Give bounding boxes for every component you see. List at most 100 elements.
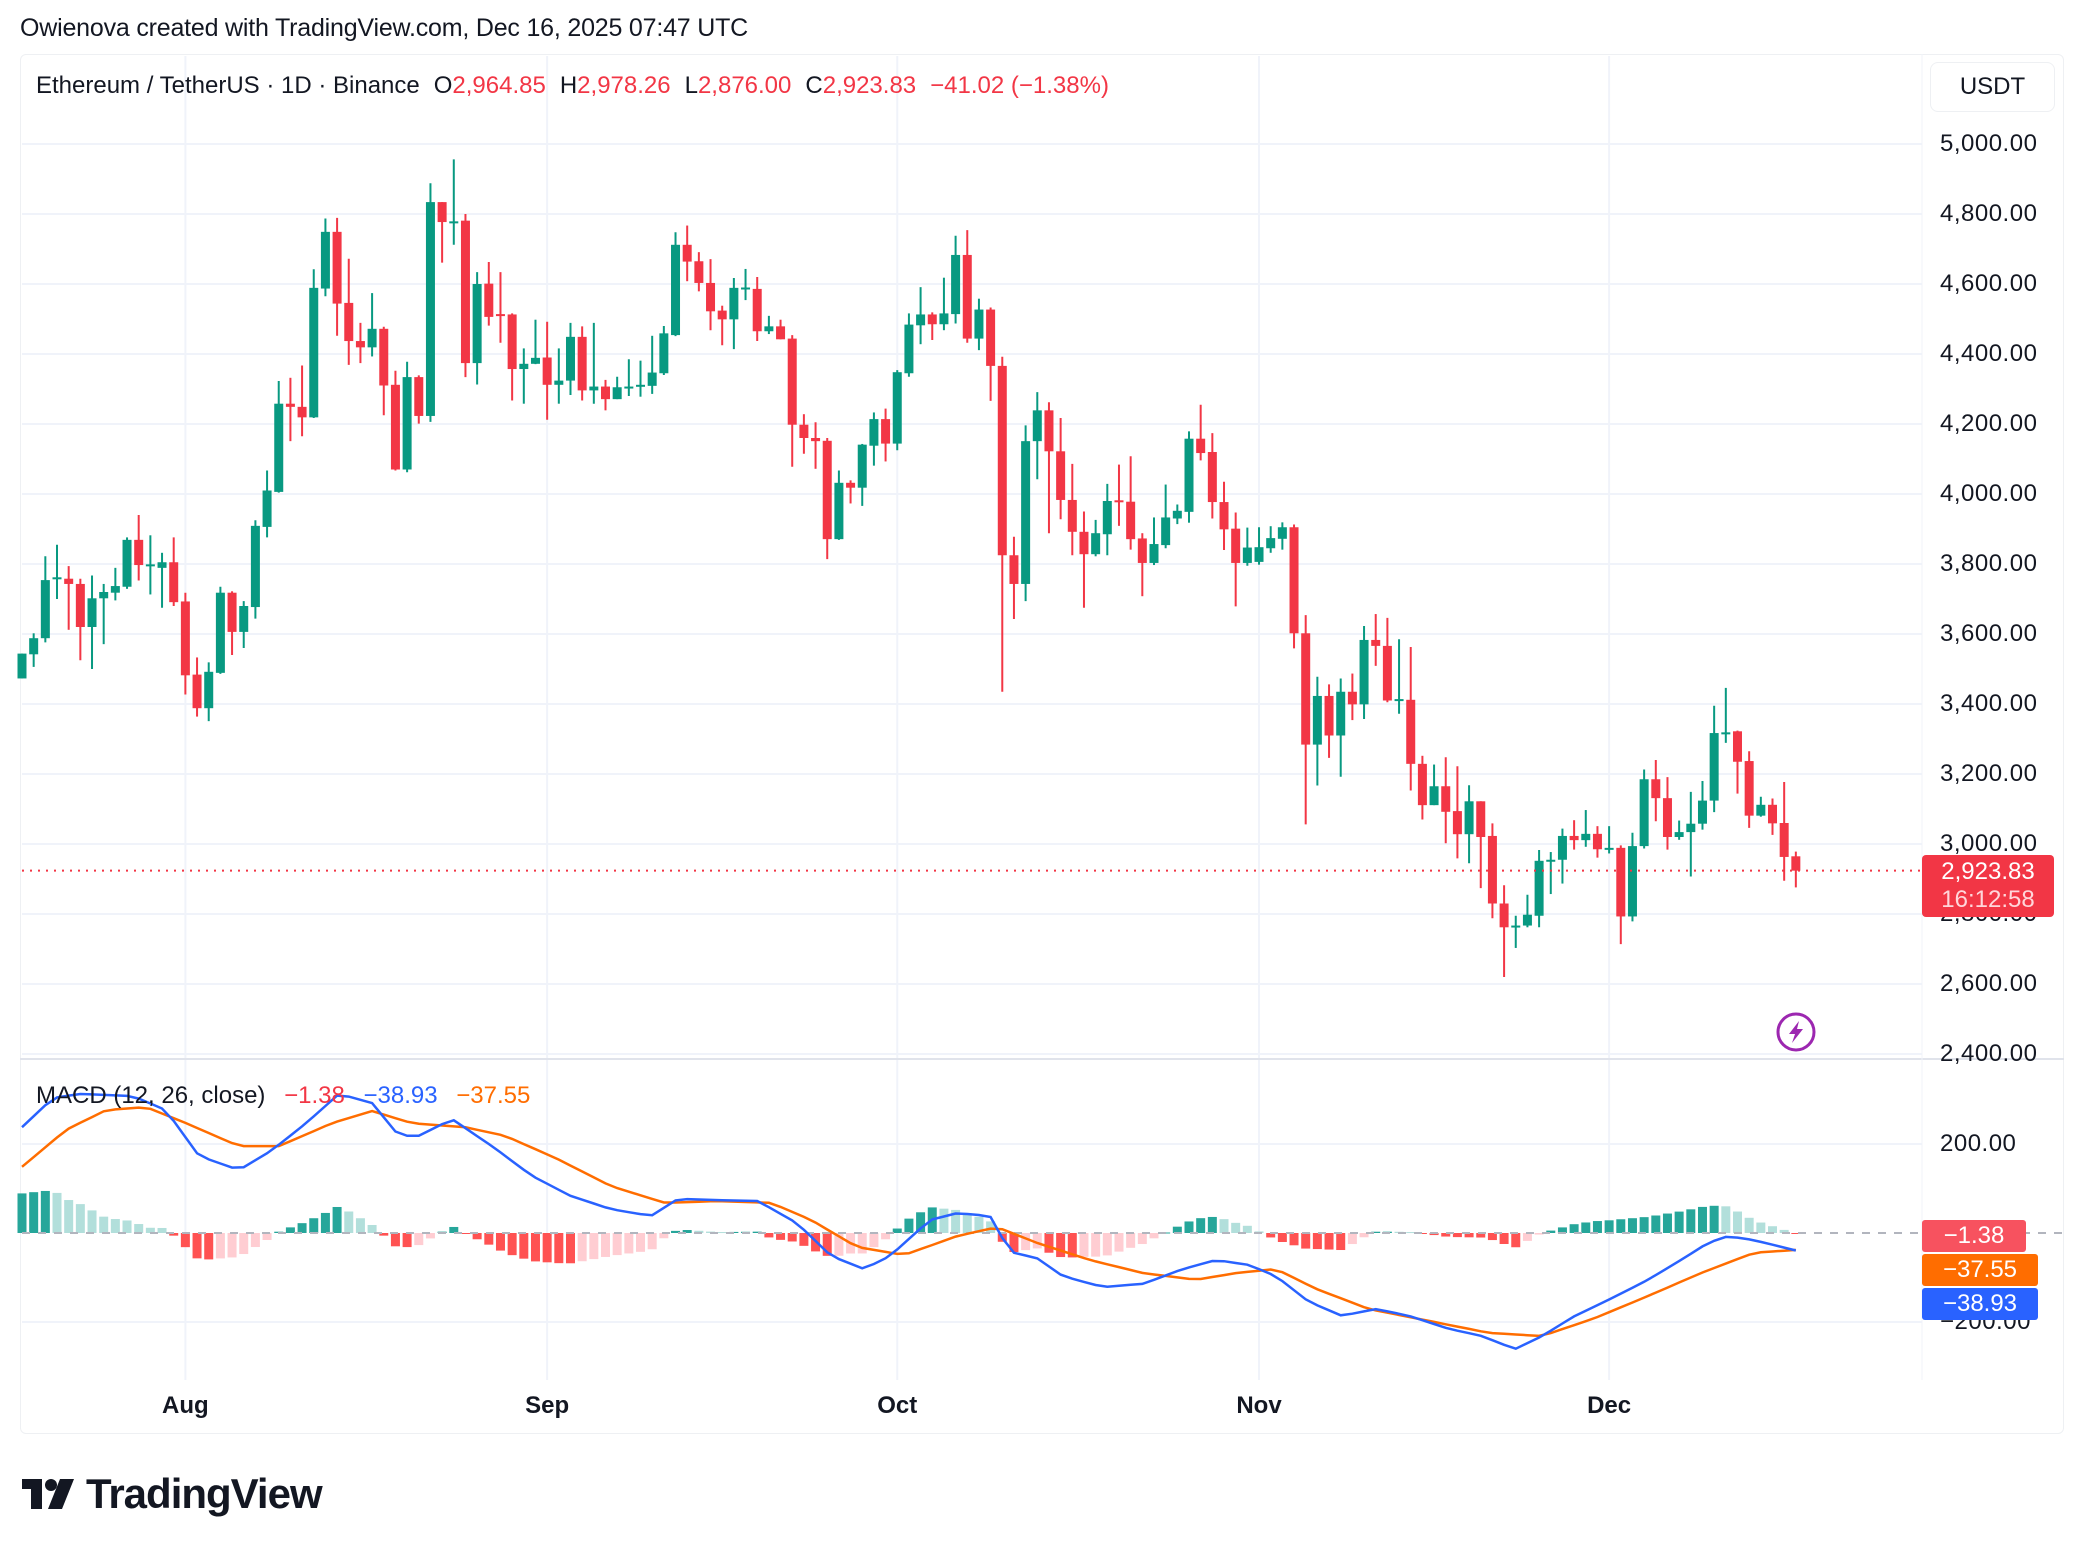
candle: [1779, 823, 1789, 857]
candle: [741, 287, 751, 290]
candle: [215, 592, 225, 673]
candle: [425, 202, 435, 416]
price-axis-tick: 5,000.00: [1940, 130, 2038, 157]
candle: [1371, 639, 1381, 646]
candle: [1056, 451, 1066, 500]
candle: [671, 244, 681, 336]
candle: [1604, 847, 1614, 850]
candle: [134, 539, 144, 566]
candle: [239, 606, 249, 632]
signal-tag: −37.55: [1922, 1254, 2038, 1286]
candle: [52, 577, 62, 580]
price-axis-tick: 4,000.00: [1940, 480, 2038, 507]
open-label: O: [433, 72, 453, 99]
candle: [822, 440, 832, 540]
candle: [1616, 847, 1626, 917]
candle: [1301, 633, 1311, 745]
candle: [1686, 823, 1696, 833]
candle: [262, 490, 272, 527]
candle: [40, 580, 50, 639]
candle: [717, 310, 727, 320]
close-value: 2,923.83: [822, 72, 917, 99]
macd-indicator-title[interactable]: MACD (12, 26, close): [36, 1082, 266, 1109]
candle: [1009, 555, 1019, 584]
price-axis-tick: 4,400.00: [1940, 340, 2038, 367]
price-axis-tick: 3,000.00: [1940, 830, 2038, 857]
candle: [344, 302, 354, 342]
chart-caption: Owienova created with TradingView.com, D…: [20, 14, 749, 42]
price-axis-tick: 3,600.00: [1940, 620, 2038, 647]
symbol-legend: Ethereum / TetherUS · 1D · Binance O 2,9…: [36, 72, 1109, 100]
lightning-icon[interactable]: [1776, 1012, 1816, 1052]
candle: [227, 592, 237, 632]
candle: [320, 231, 330, 289]
candle: [1476, 801, 1486, 837]
candle: [1149, 544, 1159, 563]
candle: [379, 328, 389, 386]
candle: [180, 601, 190, 676]
macd-legend: MACD (12, 26, close) −1.38 −38.93 −37.55: [36, 1082, 530, 1110]
candle: [495, 314, 505, 317]
candle: [1581, 833, 1591, 841]
candle: [355, 341, 365, 348]
candle: [1639, 779, 1649, 847]
candle: [1161, 517, 1171, 546]
candle: [927, 314, 937, 325]
candle: [904, 324, 914, 374]
candle: [122, 539, 132, 587]
tradingview-wordmark: TradingView: [86, 1470, 323, 1517]
candle: [87, 598, 97, 627]
candle: [1114, 500, 1124, 503]
candle: [1709, 733, 1719, 801]
candle: [811, 438, 821, 442]
candle: [1487, 835, 1497, 904]
candle: [577, 336, 587, 391]
candle: [519, 363, 529, 370]
candle: [75, 583, 85, 627]
price-axis-tick: 4,800.00: [1940, 200, 2038, 227]
candle: [612, 387, 622, 400]
candle: [64, 578, 74, 584]
price-axis-tick: 3,200.00: [1940, 760, 2038, 787]
bar-countdown: 16:12:58: [1941, 886, 2035, 913]
low-value: 2,876.00: [697, 72, 792, 99]
price-axis-tick: 3,400.00: [1940, 690, 2038, 717]
candle: [414, 377, 424, 416]
time-axis-tick: Dec: [1587, 1392, 1632, 1419]
candle: [787, 338, 797, 425]
currency-button[interactable]: USDT: [1930, 62, 2055, 112]
candle: [846, 482, 856, 488]
low-label: L: [684, 72, 698, 99]
candle: [1662, 798, 1672, 837]
candle: [1406, 699, 1416, 764]
tradingview-logo-icon: [22, 1479, 74, 1509]
candle: [752, 288, 762, 332]
candle: [565, 336, 575, 381]
macd-line: [21, 1092, 1797, 1351]
candle: [1546, 859, 1556, 862]
candle: [1394, 699, 1404, 702]
candle: [776, 326, 786, 340]
macd-signal-value: −37.55: [456, 1082, 531, 1109]
close-label: C: [805, 72, 823, 99]
price-axis-tick: 4,200.00: [1940, 410, 2038, 437]
candle: [1499, 903, 1509, 928]
time-axis-tick: Aug: [162, 1392, 209, 1419]
candle: [1768, 804, 1777, 824]
candle: [472, 284, 482, 364]
macd-signal-line: [21, 1106, 1796, 1338]
symbol-title[interactable]: Ethereum / TetherUS · 1D · Binance: [36, 72, 420, 99]
candle: [1557, 835, 1567, 860]
tradingview-logo[interactable]: TradingView: [22, 1470, 323, 1518]
macd-tag: −38.93: [1922, 1288, 2038, 1320]
candle: [706, 282, 716, 312]
candle: [951, 254, 961, 315]
candle: [659, 333, 669, 374]
candle: [402, 377, 412, 470]
candle: [1091, 533, 1101, 555]
candle: [1289, 527, 1299, 634]
candle: [1429, 786, 1439, 806]
candle: [29, 638, 39, 655]
candle: [1452, 811, 1462, 835]
